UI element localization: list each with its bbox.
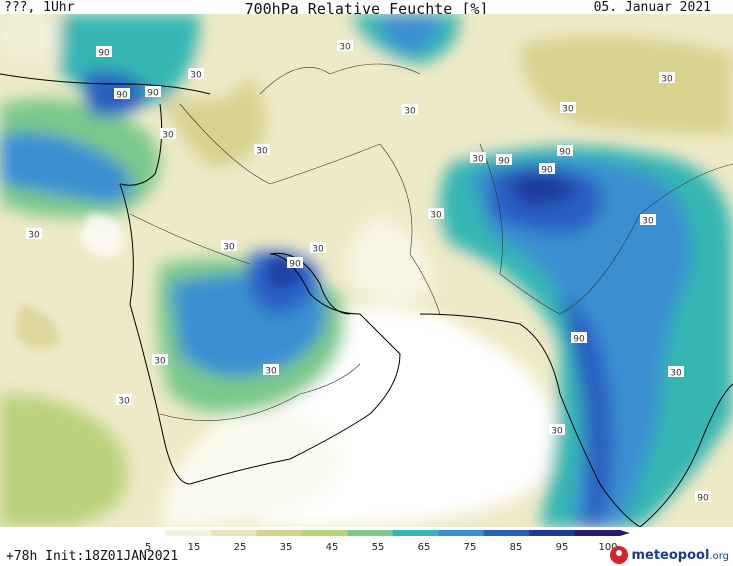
svg-text:30: 30 bbox=[670, 369, 682, 379]
svg-text:30: 30 bbox=[118, 397, 130, 407]
svg-text:30: 30 bbox=[472, 155, 484, 165]
color-legend: 5 15 25 35 45 55 65 75 85 95 100 bbox=[120, 530, 630, 553]
legend-tick-label: 65 bbox=[418, 542, 431, 553]
svg-text:30: 30 bbox=[154, 357, 166, 367]
legend-swatch bbox=[483, 530, 530, 536]
legend-tick-label: 95 bbox=[556, 542, 569, 553]
contour-label: 30 bbox=[160, 128, 176, 141]
contour-label: 30 bbox=[549, 424, 565, 437]
meteopool-logo-icon bbox=[610, 546, 629, 564]
contour-label: 30 bbox=[668, 366, 684, 379]
svg-text:90: 90 bbox=[498, 157, 510, 167]
footer-bar: 5 15 25 35 45 55 65 75 85 95 100 +78h Init:18Z01JA… bbox=[0, 527, 733, 566]
contour-label: 30 bbox=[640, 214, 656, 227]
contour-labels: 30 30 30 30 30 30 30 30 30 30 30 30 30 30 30 30 30 30 90 90… bbox=[26, 40, 711, 504]
coastlines bbox=[0, 73, 733, 527]
svg-text:30: 30 bbox=[339, 43, 351, 53]
svg-text:90: 90 bbox=[289, 260, 301, 270]
svg-text:30: 30 bbox=[190, 71, 202, 81]
borders bbox=[129, 63, 733, 421]
contour-label: 30 bbox=[188, 68, 204, 81]
contour-label: 90 bbox=[145, 86, 161, 99]
contour-label: 30 bbox=[310, 242, 326, 255]
svg-text:30: 30 bbox=[28, 231, 40, 241]
svg-text:30: 30 bbox=[223, 243, 235, 253]
svg-text:90: 90 bbox=[116, 91, 128, 101]
legend-tick-label: 5 bbox=[145, 542, 151, 553]
contour-label: 90 bbox=[114, 88, 130, 101]
svg-text:30: 30 bbox=[642, 217, 654, 227]
map-title: 700hPa Relative Feuchte [%] bbox=[244, 0, 489, 18]
legend-tick-label: 25 bbox=[234, 542, 247, 553]
contour-label: 90 bbox=[496, 154, 512, 167]
svg-text:90: 90 bbox=[697, 494, 709, 504]
contour-label: 90 bbox=[571, 332, 587, 345]
legend-tick-label: 55 bbox=[372, 542, 385, 553]
svg-text:30: 30 bbox=[562, 105, 574, 115]
contour-label: 90 bbox=[539, 163, 555, 176]
run-label: ???, 1Uhr bbox=[4, 0, 75, 15]
legend-tick-label: 15 bbox=[188, 542, 201, 553]
contour-label: 90 bbox=[96, 46, 112, 59]
svg-text:30: 30 bbox=[430, 211, 442, 221]
contour-label: 30 bbox=[26, 228, 42, 241]
legend-tick-label: 75 bbox=[464, 542, 477, 553]
legend-swatch bbox=[438, 530, 485, 536]
contour-label: 30 bbox=[428, 208, 444, 221]
legend-swatch bbox=[347, 530, 394, 536]
legend-tick-label: 85 bbox=[510, 542, 523, 553]
humidity-field bbox=[0, 14, 733, 527]
legend-tick-label: 100 bbox=[598, 542, 617, 553]
legend-swatch bbox=[210, 530, 257, 536]
humidity-map[interactable]: 30 30 30 30 30 30 30 30 30 30 30 30 30 30 30 30 30 30 90 90… bbox=[0, 14, 733, 527]
legend-tick-label: 45 bbox=[326, 542, 339, 553]
svg-text:30: 30 bbox=[265, 367, 277, 377]
svg-text:90: 90 bbox=[559, 148, 571, 158]
valid-date: 05. Januar 2021 bbox=[593, 0, 711, 15]
legend-arrow-icon bbox=[620, 530, 630, 536]
contour-label: 90 bbox=[287, 257, 303, 270]
svg-text:30: 30 bbox=[162, 131, 174, 141]
contour-label: 30 bbox=[659, 72, 675, 85]
contour-label: 90 bbox=[557, 145, 573, 158]
legend-swatch bbox=[165, 530, 212, 536]
humidity-details bbox=[15, 214, 480, 379]
svg-text:30: 30 bbox=[661, 75, 673, 85]
legend-swatch bbox=[392, 530, 439, 536]
svg-text:90: 90 bbox=[147, 89, 159, 99]
legend-swatch bbox=[301, 530, 348, 536]
legend-swatch bbox=[256, 530, 303, 536]
contour-label: 30 bbox=[254, 144, 270, 157]
init-time: +78h Init:18Z01JAN2021 bbox=[6, 549, 179, 564]
contour-label: 90 bbox=[695, 491, 711, 504]
brand-suffix: .org bbox=[709, 551, 729, 562]
svg-text:30: 30 bbox=[551, 427, 563, 437]
contour-label: 30 bbox=[116, 394, 132, 407]
svg-text:90: 90 bbox=[98, 49, 110, 59]
contour-label: 30 bbox=[221, 240, 237, 253]
svg-text:90: 90 bbox=[541, 166, 553, 176]
contour-label: 30 bbox=[152, 354, 168, 367]
contour-label: 30 bbox=[263, 364, 279, 377]
contour-label: 30 bbox=[402, 104, 418, 117]
contour-label: 30 bbox=[337, 40, 353, 53]
legend-swatch bbox=[574, 530, 621, 536]
svg-text:30: 30 bbox=[312, 245, 324, 255]
brand-logo[interactable]: meteopool .org bbox=[610, 546, 729, 564]
legend-swatch bbox=[120, 530, 166, 536]
legend-swatch bbox=[529, 530, 576, 536]
contour-label: 30 bbox=[470, 152, 486, 165]
contour-label: 30 bbox=[560, 102, 576, 115]
legend-tick-label: 35 bbox=[280, 542, 293, 553]
svg-text:30: 30 bbox=[404, 107, 416, 117]
svg-text:90: 90 bbox=[573, 335, 585, 345]
brand-name: meteopool bbox=[631, 547, 710, 563]
svg-text:30: 30 bbox=[256, 147, 268, 157]
